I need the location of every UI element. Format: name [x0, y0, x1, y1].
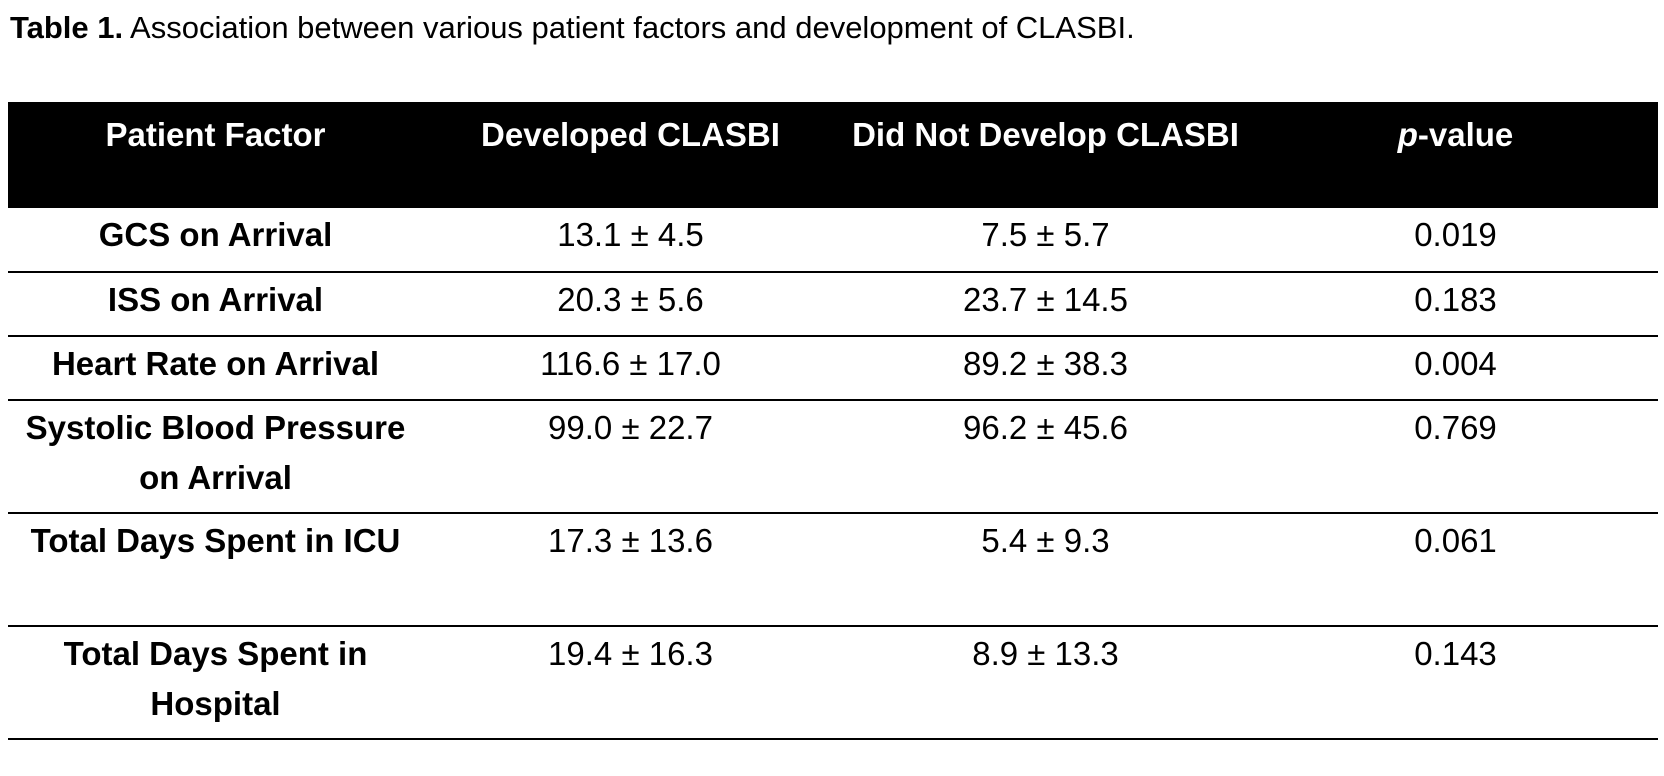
header-p-value-rest: -value [1417, 116, 1514, 153]
cell-p-value: 0.061 [1253, 513, 1658, 627]
cell-p-value: 0.183 [1253, 272, 1658, 337]
cell-factor: Total Days Spent in ICU [8, 513, 423, 627]
cell-factor: Systolic Blood Pressure on Arrival [8, 400, 423, 514]
cell-did-not-develop: 8.9 ± 13.3 [838, 626, 1253, 740]
cell-did-not-develop: 7.5 ± 5.7 [838, 208, 1253, 273]
cell-developed: 99.0 ± 22.7 [423, 400, 838, 514]
cell-developed: 13.1 ± 4.5 [423, 208, 838, 273]
table-body: GCS on Arrival 13.1 ± 4.5 7.5 ± 5.7 0.01… [8, 208, 1658, 740]
cell-factor: Total Days Spent in Hospital [8, 626, 423, 740]
cell-did-not-develop: 23.7 ± 14.5 [838, 272, 1253, 337]
cell-p-value: 0.019 [1253, 208, 1658, 273]
cell-p-value: 0.769 [1253, 400, 1658, 514]
header-patient-factor: Patient Factor [8, 102, 423, 208]
table-row: Heart Rate on Arrival 116.6 ± 17.0 89.2 … [8, 336, 1658, 401]
cell-developed: 116.6 ± 17.0 [423, 336, 838, 401]
cell-developed: 19.4 ± 16.3 [423, 626, 838, 740]
table-row: ISS on Arrival 20.3 ± 5.6 23.7 ± 14.5 0.… [8, 272, 1658, 337]
cell-factor: Heart Rate on Arrival [8, 336, 423, 401]
cell-did-not-develop: 96.2 ± 45.6 [838, 400, 1253, 514]
header-p-value: p-value [1253, 102, 1658, 208]
header-p-value-italic: p [1397, 116, 1418, 153]
cell-factor: ISS on Arrival [8, 272, 423, 337]
cell-developed: 17.3 ± 13.6 [423, 513, 838, 627]
header-did-not-develop: Did Not Develop CLASBI [838, 102, 1253, 208]
caption-text: Association between various patient fact… [123, 10, 1135, 45]
caption-label: Table 1. [10, 10, 124, 45]
header-developed: Developed CLASBI [423, 102, 838, 208]
table-row: GCS on Arrival 13.1 ± 4.5 7.5 ± 5.7 0.01… [8, 208, 1658, 273]
cell-developed: 20.3 ± 5.6 [423, 272, 838, 337]
cell-did-not-develop: 89.2 ± 38.3 [838, 336, 1253, 401]
header-row: Patient Factor Developed CLASBI Did Not … [8, 102, 1658, 208]
table-header: Patient Factor Developed CLASBI Did Not … [8, 102, 1658, 208]
table-row: Systolic Blood Pressure on Arrival 99.0 … [8, 400, 1658, 514]
cell-p-value: 0.004 [1253, 336, 1658, 401]
table-caption: Table 1. Association between various pat… [10, 8, 1135, 48]
data-table: Patient Factor Developed CLASBI Did Not … [8, 102, 1658, 740]
table-row: Total Days Spent in ICU 17.3 ± 13.6 5.4 … [8, 513, 1658, 627]
cell-factor: GCS on Arrival [8, 208, 423, 273]
table-row: Total Days Spent in Hospital 19.4 ± 16.3… [8, 626, 1658, 740]
cell-did-not-develop: 5.4 ± 9.3 [838, 513, 1253, 627]
cell-p-value: 0.143 [1253, 626, 1658, 740]
